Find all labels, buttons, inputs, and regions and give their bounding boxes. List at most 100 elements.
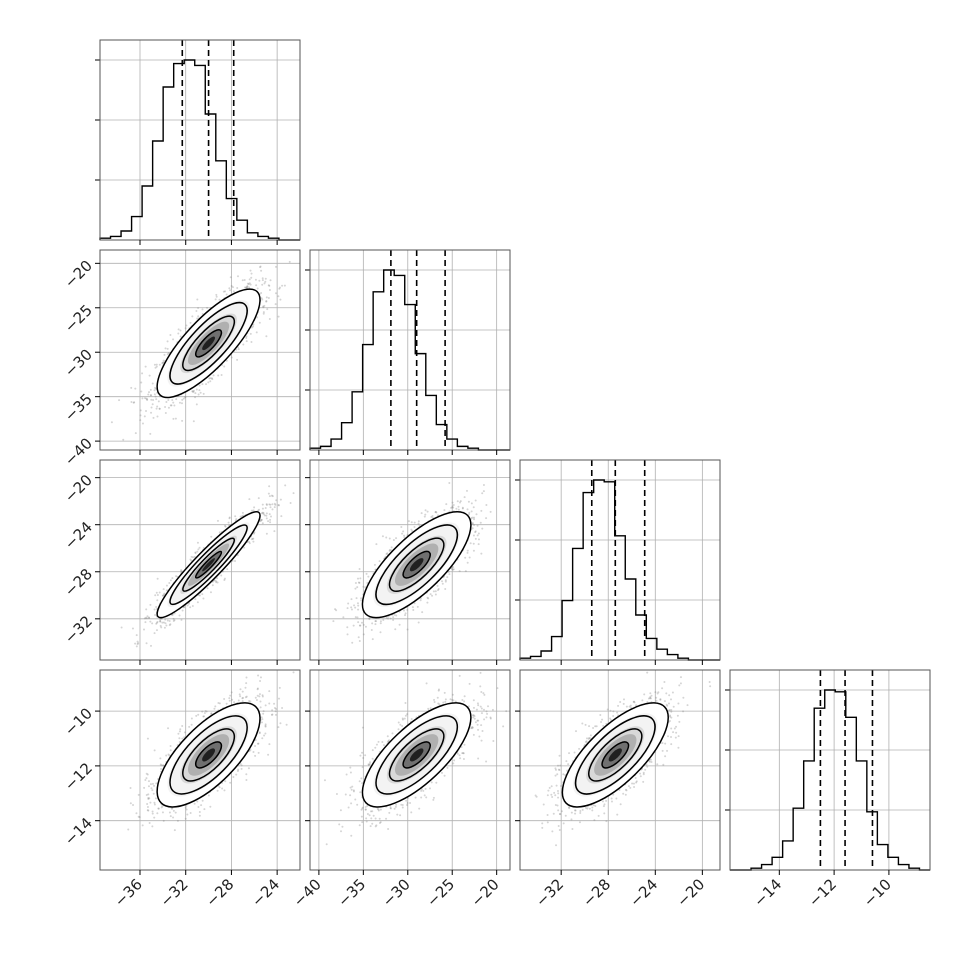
scatter-point — [232, 775, 235, 778]
scatter-point — [474, 531, 477, 534]
scatter-point — [489, 717, 492, 720]
scatter-point — [202, 392, 205, 395]
scatter-point — [277, 503, 280, 506]
scatter-point — [186, 813, 189, 816]
scatter-point — [450, 506, 453, 509]
scatter-point — [146, 802, 149, 805]
scatter-point — [477, 538, 480, 541]
scatter-point — [182, 397, 185, 400]
scatter-point — [406, 608, 409, 611]
scatter-point — [254, 739, 257, 742]
scatter-point — [487, 705, 490, 708]
scatter-point — [338, 823, 341, 826]
scatter-point — [194, 552, 197, 555]
scatter-point — [470, 727, 473, 730]
scatter-point — [233, 701, 236, 704]
scatter-point — [379, 808, 382, 811]
scatter-point — [263, 734, 266, 737]
scatter-point — [161, 361, 164, 364]
scatter-point — [369, 761, 372, 764]
scatter-point — [446, 766, 449, 769]
scatter-point — [371, 810, 374, 813]
scatter-point — [420, 788, 423, 791]
scatter-point — [264, 507, 267, 510]
scatter-point — [165, 754, 168, 757]
scatter-point — [218, 298, 221, 301]
scatter-point — [354, 581, 357, 584]
scatter-point — [249, 269, 252, 272]
scatter-point — [452, 506, 455, 509]
scatter-point — [213, 707, 216, 710]
scatter-point — [198, 811, 201, 814]
scatter-point — [264, 732, 267, 735]
scatter-point — [369, 810, 372, 813]
scatter-point — [472, 506, 475, 509]
scatter-point — [437, 587, 440, 590]
scatter-point — [245, 695, 248, 698]
scatter-point — [161, 621, 164, 624]
scatter-point — [162, 594, 165, 597]
scatter-point — [155, 621, 158, 624]
scatter-point — [473, 715, 476, 718]
scatter-point — [153, 363, 156, 366]
scatter-point — [371, 822, 374, 825]
scatter-point — [358, 568, 361, 571]
scatter-point — [147, 616, 150, 619]
scatter-point — [466, 561, 469, 564]
scatter-point — [391, 732, 394, 735]
scatter-point — [485, 710, 488, 713]
scatter-point — [367, 763, 370, 766]
scatter-point — [360, 621, 363, 624]
scatter-point — [354, 606, 357, 609]
scatter-point — [362, 585, 365, 588]
scatter-point — [268, 289, 271, 292]
scatter-point — [143, 415, 146, 418]
scatter-point — [292, 492, 295, 495]
scatter-point — [378, 817, 381, 820]
scatter-point — [236, 275, 239, 278]
scatter-point — [141, 397, 144, 400]
scatter-point — [274, 503, 277, 506]
scatter-panel-3-0 — [95, 669, 301, 875]
scatter-point — [417, 520, 420, 523]
scatter-point — [190, 723, 193, 726]
scatter-point — [189, 558, 192, 561]
scatter-point — [201, 593, 204, 596]
panel-frame — [309, 459, 511, 661]
density-level — [409, 748, 424, 762]
scatter-point — [250, 326, 253, 329]
scatter-point — [146, 398, 149, 401]
scatter-point — [261, 279, 264, 282]
scatter-point — [268, 495, 271, 498]
panel-background — [100, 40, 300, 240]
scatter-point — [259, 676, 262, 679]
scatter-point — [130, 386, 133, 389]
scatter-point — [471, 527, 474, 530]
scatter-point — [206, 306, 209, 309]
scatter-point — [350, 606, 353, 609]
scatter-point — [241, 697, 244, 700]
scatter-point — [459, 501, 462, 504]
grid-lines — [310, 670, 510, 870]
scatter-point — [244, 696, 247, 699]
scatter-point — [260, 512, 263, 515]
scatter-point — [167, 399, 170, 402]
panel-frame — [99, 459, 301, 661]
scatter-point — [395, 614, 398, 617]
scatter-point — [505, 710, 508, 713]
scatter-point — [368, 618, 371, 621]
scatter-point — [194, 551, 197, 554]
scatter-point — [183, 736, 186, 739]
scatter-point — [360, 597, 363, 600]
scatter-point — [143, 617, 146, 620]
density-shading — [157, 289, 261, 398]
scatter-point — [177, 732, 180, 735]
scatter-point — [466, 508, 469, 511]
scatter-point — [154, 594, 157, 597]
scatter-point — [485, 716, 488, 719]
scatter-point — [434, 510, 437, 513]
scatter-point — [155, 365, 158, 368]
scatter-point — [252, 540, 255, 543]
scatter-point — [256, 694, 259, 697]
scatter-point — [485, 517, 488, 520]
